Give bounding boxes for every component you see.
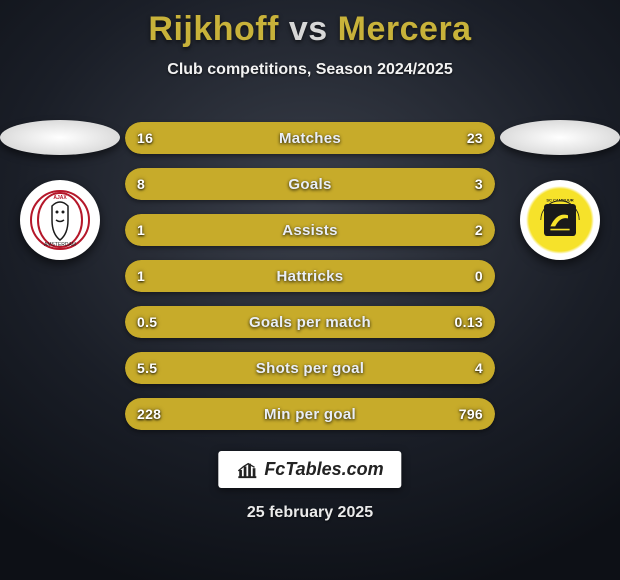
comparison-title: Rijkhoff vs Mercera (0, 0, 620, 49)
svg-text:AMSTERDAM: AMSTERDAM (44, 242, 76, 248)
stat-label: Assists (125, 214, 495, 246)
stat-label: Hattricks (125, 260, 495, 292)
player1-club-badge: AMSTERDAM AJAX (20, 180, 100, 260)
subtitle: Club competitions, Season 2024/2025 (0, 61, 620, 79)
stat-value-right: 23 (467, 122, 483, 154)
bar-chart-icon (236, 461, 258, 479)
stat-value-left: 228 (137, 398, 161, 430)
stat-row: Shots per goal5.5 4 (125, 352, 495, 384)
stat-label: Goals per match (125, 306, 495, 338)
player2-club-badge: SC CAMBUUR (520, 180, 600, 260)
stat-value-left: 8 (137, 168, 145, 200)
stat-row: Hattricks1 0 (125, 260, 495, 292)
player2-silhouette (500, 120, 620, 155)
stat-row: Goals per match0.5 0.13 (125, 306, 495, 338)
stat-row: Min per goal228 796 (125, 398, 495, 430)
stat-value-right: 2 (475, 214, 483, 246)
stat-value-left: 0.5 (137, 306, 157, 338)
stat-row: Matches16 23 (125, 122, 495, 154)
branding-text: FcTables.com (264, 459, 383, 480)
stat-label: Goals (125, 168, 495, 200)
player1-silhouette (0, 120, 120, 155)
stat-row: Goals8 3 (125, 168, 495, 200)
cambuur-crest-icon: SC CAMBUUR (536, 196, 584, 244)
stat-value-right: 796 (459, 398, 483, 430)
stat-label: Min per goal (125, 398, 495, 430)
stat-value-right: 0 (475, 260, 483, 292)
ajax-crest-icon: AMSTERDAM AJAX (30, 190, 90, 250)
stat-value-left: 1 (137, 214, 145, 246)
stat-value-right: 4 (475, 352, 483, 384)
date-text: 25 february 2025 (0, 504, 620, 522)
stat-label: Matches (125, 122, 495, 154)
svg-text:SC CAMBUUR: SC CAMBUUR (546, 198, 573, 203)
stat-value-left: 5.5 (137, 352, 157, 384)
stats-container: Matches1623Goals83Assists12Hattricks10Go… (125, 122, 495, 430)
stat-value-left: 1 (137, 260, 145, 292)
stat-row: Assists1 2 (125, 214, 495, 246)
vs-text: vs (289, 10, 328, 48)
stat-value-right: 0.13 (455, 306, 483, 338)
stat-value-left: 16 (137, 122, 153, 154)
player1-name: Rijkhoff (148, 10, 279, 48)
stat-label: Shots per goal (125, 352, 495, 384)
player2-name: Mercera (338, 10, 472, 48)
stat-value-right: 3 (475, 168, 483, 200)
branding-badge[interactable]: FcTables.com (218, 451, 401, 488)
svg-text:AJAX: AJAX (53, 195, 67, 201)
